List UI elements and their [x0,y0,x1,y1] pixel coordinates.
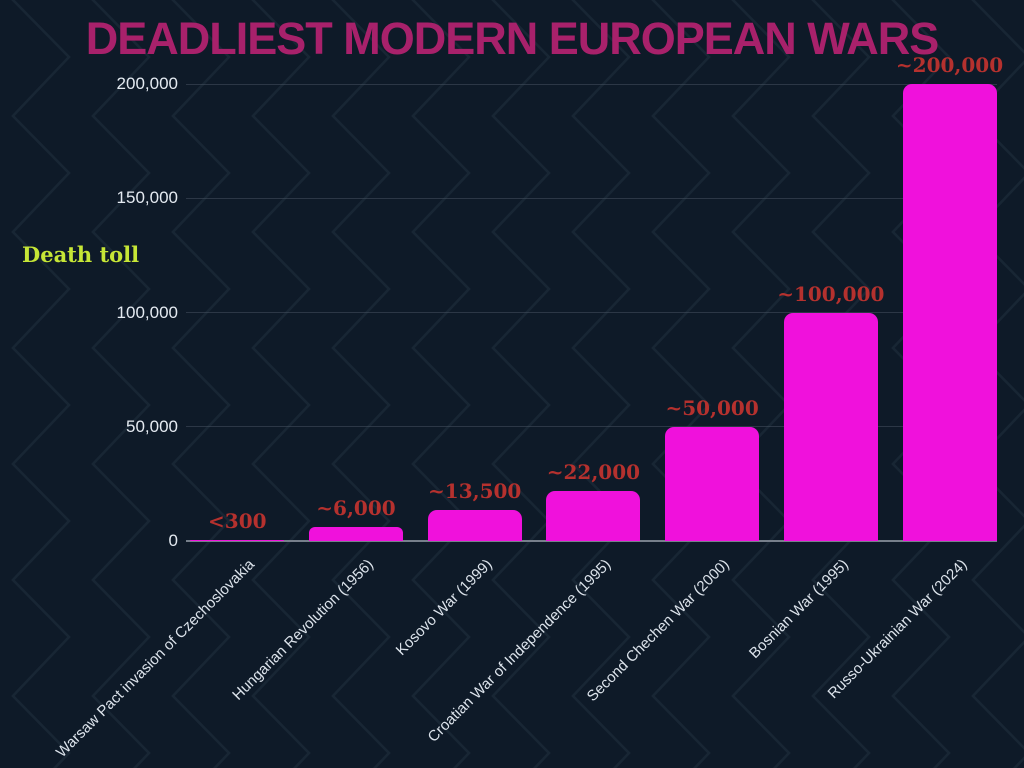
bar-value-label: ~200,000 [895,53,1004,77]
bar [902,84,997,541]
bar [665,426,760,541]
bar [309,527,403,541]
bar-value-label: <300 [208,509,267,533]
gridline [186,83,997,85]
bar [427,510,522,541]
gridline [186,426,997,428]
bar [546,490,641,541]
bar-value-label: ~22,000 [546,459,641,484]
bar-value-label: ~6,000 [316,496,396,521]
bar [190,540,285,541]
chart-title: DEADLIEST MODERN EUROPEAN WARS [85,13,940,64]
x-axis-line [186,540,997,542]
y-tick-label: 200,000 [116,74,178,93]
y-tick-label: 100,000 [116,302,178,322]
bar-value-label: ~13,500 [428,479,522,504]
gridline [186,312,997,313]
bar [783,312,878,541]
y-tick-label: 150,000 [116,188,178,208]
y-axis-title: Death toll [22,242,140,267]
bar-value-label: ~50,000 [665,395,759,420]
gridline [186,197,997,199]
bar-value-label: ~100,000 [777,281,885,306]
y-tick-label: 50,000 [126,416,178,436]
y-tick-label: 0 [168,531,178,550]
